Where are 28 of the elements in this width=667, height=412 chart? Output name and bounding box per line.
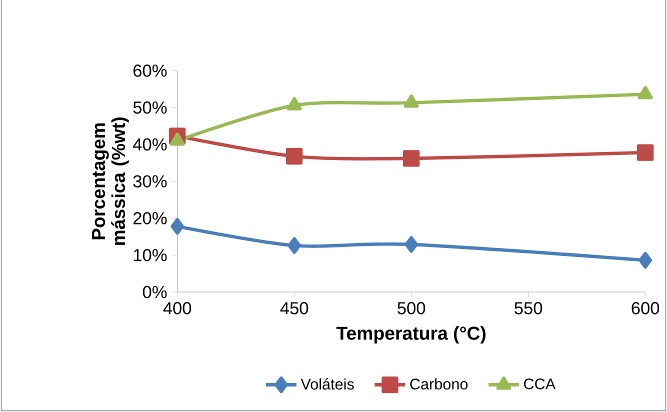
x-tick-label: 400 [163,302,192,314]
x-tick-label: 600 [632,302,660,314]
legend-label: CCA [524,378,556,390]
point [170,218,184,235]
point [638,86,653,100]
point [286,97,302,110]
point [637,144,654,161]
y-tick-label: 40% [133,138,167,151]
point [170,132,185,146]
y-tick-label: 30% [133,175,167,188]
x-tick-label: 500 [398,302,426,314]
x-tick-label: 450 [280,302,308,314]
y-tick-label: 50% [133,101,167,114]
legend-label: Voláteis [300,378,354,390]
point [288,237,302,254]
point [286,148,303,165]
point [404,94,419,108]
point [404,236,418,253]
legend-label: Carbono [410,378,468,390]
x-axis-title: Temperatura (°C) [336,326,486,344]
y-tick-label: 10% [134,248,167,262]
y-tick-label: 20% [133,212,167,224]
x-tick-label: 550 [514,302,542,314]
point [403,150,420,167]
point [638,252,652,269]
y-tick-label: 60% [133,64,167,77]
y-axis-title: Porcentagem mássica (%wt) [92,117,129,245]
y-tick-label: 0% [142,286,167,298]
